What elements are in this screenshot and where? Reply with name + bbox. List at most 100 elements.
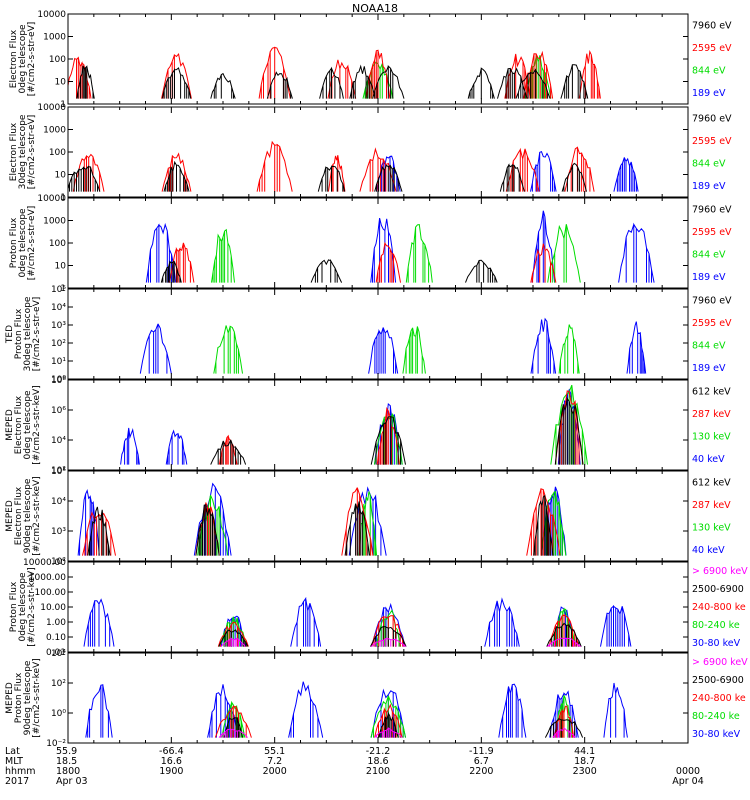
panel-series-group <box>68 140 639 192</box>
y-axis-label-line: MEPED <box>5 409 15 441</box>
panel-p4: 10⁰ 10¹ 10² 10³ 10⁴ 10⁵ TED Proton Flux 30deg te… <box>5 285 732 385</box>
y-axis-label-line: 30deg telescope <box>18 114 28 189</box>
legend-entry: 2595 eV <box>692 318 732 329</box>
legend-entry: 2500-6900 <box>692 584 744 595</box>
y-tick-label: 10² <box>51 557 66 567</box>
panel-p3: 1 10 100 1000 10000 Proton Flux 0deg telescope… <box>9 194 732 294</box>
footer-hhmm-value: 1800 <box>56 766 80 777</box>
y-tick-label: 1 <box>60 193 66 203</box>
y-tick-label: 10⁵ <box>51 285 66 295</box>
y-tick-label: 1000 <box>43 33 66 43</box>
y-tick-label: 1000.00 <box>29 573 66 583</box>
series-line-189-ev <box>145 210 655 283</box>
series-line-7960-ev <box>76 64 589 99</box>
y-axis-label-line: MEPED <box>5 682 15 714</box>
y-tick-label: 100 <box>49 239 66 249</box>
y-tick-label: 10⁶ <box>51 406 66 416</box>
panel-p1: 1 10 100 1000 10000 Electron Flux 0deg telesco… <box>9 10 732 110</box>
legend-entry: 189 eV <box>692 181 726 192</box>
y-axis-label-line: Proton Flux <box>14 308 24 359</box>
series-line-2595-ev <box>68 46 601 99</box>
y-axis-label-line: [#/cm2-s-str-eV] <box>27 115 37 190</box>
panel-series-group <box>68 46 601 99</box>
footer-hhmm-value: 0000 <box>676 766 700 777</box>
legend-entry: 189 eV <box>692 88 726 99</box>
y-axis-label-line: Proton Flux <box>9 581 19 632</box>
legend-entry: 130 keV <box>692 522 731 533</box>
y-axis-label-line: 0deg telescope <box>18 24 28 94</box>
footer-mlt-value: 6.7 <box>474 756 489 767</box>
footer-lat-value: 55.1 <box>264 746 285 757</box>
y-axis-label-line: Electron Flux <box>9 122 19 181</box>
series-line--6900-kev <box>220 637 582 647</box>
legend-entry: 40 keV <box>692 454 725 465</box>
footer-date-value: Apr 04 <box>672 776 704 787</box>
footer-row-label: hhmm <box>5 766 36 777</box>
footer-mlt-value: 7.2 <box>267 756 282 767</box>
y-tick-label: 100.00 <box>35 588 67 598</box>
series-line-30-80-kev <box>83 596 632 647</box>
footer-hhmm-value: 2200 <box>469 766 493 777</box>
legend-entry: 287 keV <box>692 500 731 511</box>
footer-date-value: Apr 03 <box>56 776 88 787</box>
y-tick-label: 10 <box>55 262 67 272</box>
series-line-40-kev <box>120 388 581 465</box>
series-line-844-ev <box>211 224 581 283</box>
y-tick-label: 10⁴ <box>51 497 66 507</box>
series-line-844-ev <box>213 324 580 374</box>
series-line-7960-ev <box>160 258 498 283</box>
legend-entry: 80-240 ke <box>692 711 740 722</box>
legend-entry: 287 keV <box>692 409 731 420</box>
footer-mlt-value: 18.7 <box>574 756 595 767</box>
series-line-2595-ev <box>168 241 557 283</box>
footer-lat-value: 55.9 <box>56 746 77 757</box>
legend-entry: 189 eV <box>692 272 726 283</box>
legend-entry: 844 eV <box>692 340 726 351</box>
panel-p8: 10⁻² 10⁰ 10² 10⁴ MEPED Proton Flux 90deg teles… <box>5 649 748 749</box>
legend-entry: 844 eV <box>692 249 726 260</box>
panel-p7: 0.01 0.10 1.00 10.00 100.00 1000.00 10000.00 Pr… <box>9 558 748 658</box>
y-tick-label: 0.01 <box>46 648 66 658</box>
y-tick-label: 10³ <box>51 321 66 331</box>
y-tick-label: 10000 <box>37 10 66 20</box>
y-axis-label-line: [#/cm2-s-str-eV] <box>27 206 37 281</box>
legend-entry: 30-80 keV <box>692 729 741 740</box>
panels-group: 1 10 100 1000 10000 Electron Flux 0deg telesco… <box>5 10 748 749</box>
y-tick-label: 10000 <box>37 194 66 204</box>
series-line-130-kev <box>197 490 567 556</box>
footer-hhmm-value: 2000 <box>263 766 287 777</box>
legend-entry: 240-800 ke <box>692 602 746 613</box>
footer-row-label: 2017 <box>5 776 29 787</box>
legend-entry: 189 eV <box>692 363 726 374</box>
footer-row-label: MLT <box>5 756 23 767</box>
legend-entry: 7960 eV <box>692 204 732 215</box>
y-axis-label-line: [#/cm2-s-str-keV] <box>27 567 37 646</box>
footer-row-label: Lat <box>5 746 20 757</box>
legend-entry: 2595 eV <box>692 136 732 147</box>
y-tick-label: 0.10 <box>46 633 66 643</box>
y-tick-label: 10000.00 <box>23 558 66 568</box>
legend-entry: 80-240 ke <box>692 620 740 631</box>
legend-entry: 40 keV <box>692 545 725 556</box>
series-line-612-kev <box>87 494 554 556</box>
legend-entry: > 6900 keV <box>692 657 748 668</box>
y-tick-label: 10⁰ <box>51 709 66 719</box>
y-tick-label: 1 <box>60 100 66 110</box>
legend-entry: 130 keV <box>692 431 731 442</box>
series-line-240-800-ke <box>214 703 575 738</box>
series-line-287-kev <box>82 487 561 556</box>
y-tick-label: 10² <box>51 679 66 689</box>
legend-entry: > 6900 keV <box>692 566 748 577</box>
y-axis-label-line: [#/cm2-s-str-keV] <box>32 658 42 737</box>
legend-entry: 612 keV <box>692 386 731 397</box>
series-line-130-kev <box>373 384 588 465</box>
y-axis-label-line: MEPED <box>5 500 15 532</box>
y-axis-label-line: TED <box>5 325 15 344</box>
y-axis-label-line: 90deg telescope <box>23 478 33 553</box>
footer-hhmm-value: 2100 <box>366 766 390 777</box>
series-line-7960-ev <box>68 160 587 192</box>
y-tick-label: 10⁰ <box>51 375 66 385</box>
y-axis-label-line: 0deg telescope <box>23 390 33 460</box>
